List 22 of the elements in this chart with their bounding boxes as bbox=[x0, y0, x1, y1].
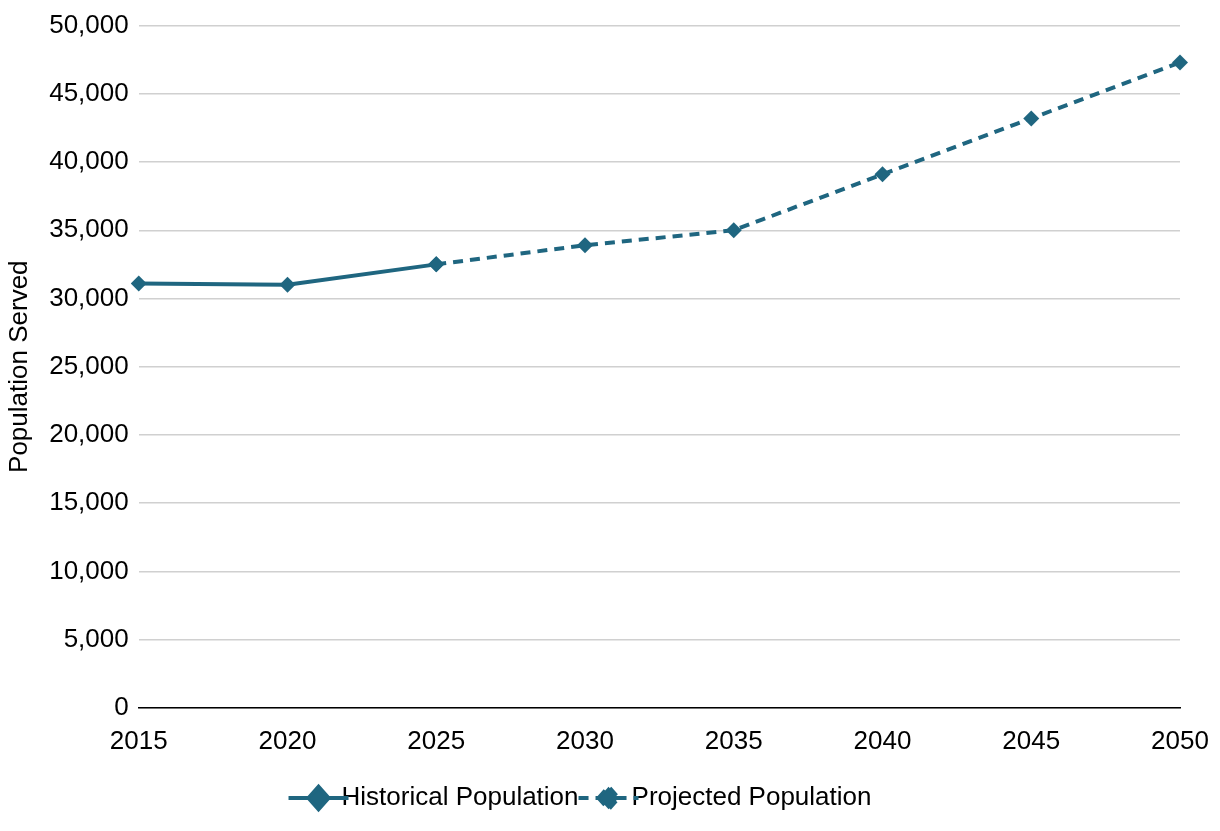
x-tick-label: 2040 bbox=[853, 724, 912, 755]
y-tick-label: 30,000 bbox=[49, 281, 129, 312]
x-tick-label: 2015 bbox=[109, 724, 168, 755]
y-tick-label: 0 bbox=[114, 690, 129, 721]
x-tick-label: 2025 bbox=[407, 724, 466, 755]
y-tick-label: 15,000 bbox=[49, 486, 129, 517]
y-tick-label: 10,000 bbox=[49, 554, 129, 585]
y-tick-label: 40,000 bbox=[49, 145, 129, 176]
y-tick-label: 45,000 bbox=[49, 76, 129, 107]
y-tick-label: 20,000 bbox=[49, 418, 129, 449]
y-tick-label: 25,000 bbox=[49, 349, 129, 380]
y-axis-title: Population Served bbox=[2, 260, 33, 473]
y-tick-label: 35,000 bbox=[49, 213, 129, 244]
x-tick-label: 2020 bbox=[258, 724, 317, 755]
y-tick-label: 5,000 bbox=[63, 622, 129, 653]
x-tick-label: 2035 bbox=[704, 724, 763, 755]
x-tick-label: 2030 bbox=[556, 724, 614, 755]
legend-label: Historical Population bbox=[341, 781, 579, 812]
legend-label: Projected Population bbox=[631, 781, 872, 812]
x-tick-label: 2050 bbox=[1151, 724, 1209, 755]
y-tick-label: 50,000 bbox=[49, 8, 129, 39]
x-tick-label: 2045 bbox=[1002, 724, 1061, 755]
